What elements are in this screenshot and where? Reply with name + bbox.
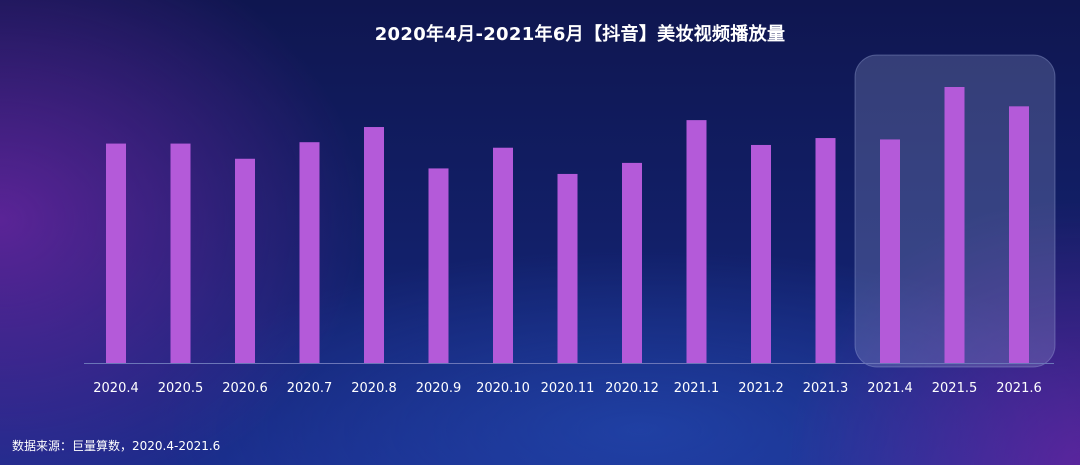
bar-2020.7 [299, 142, 320, 363]
x-tick-label: 2020.6 [222, 381, 268, 396]
x-tick-label: 2021.6 [996, 381, 1042, 396]
bar-2020.11 [557, 173, 578, 363]
bar-2021.5 [944, 87, 965, 363]
x-tick-label: 2021.2 [738, 381, 784, 396]
bar-2020.8 [364, 127, 384, 364]
x-tick-label: 2020.7 [287, 381, 333, 396]
x-tick-label: 2020.12 [605, 381, 659, 396]
x-tick-label: 2020.5 [158, 381, 204, 396]
bar-2020.5 [170, 143, 191, 363]
bar-2020.6 [235, 158, 255, 363]
bar-2020.9 [428, 168, 449, 363]
x-tick-label: 2021.1 [674, 381, 720, 396]
x-tick-label: 2020.8 [351, 381, 397, 396]
x-tick-label: 2020.10 [476, 381, 530, 396]
bar-2021.3 [815, 138, 836, 363]
x-tick-label: 2021.3 [803, 381, 849, 396]
bar-2020.10 [493, 147, 513, 363]
x-tick-label: 2021.4 [867, 381, 913, 396]
bar-2020.12 [622, 162, 642, 363]
chart-title: 2020年4月-2021年6月【抖音】美妆视频播放量 [374, 24, 786, 45]
bar-2021.4 [880, 139, 900, 363]
x-tick-label: 2020.9 [416, 381, 462, 396]
bar-2021.2 [751, 144, 771, 363]
x-tick-label: 2020.11 [541, 381, 595, 396]
bar-2020.4 [106, 143, 126, 363]
bar-2021.1 [686, 120, 707, 364]
bar-2021.6 [1009, 106, 1029, 363]
data-source-note: 数据来源：巨量算数，2020.4-2021.6 [12, 439, 221, 453]
x-tick-label: 2021.5 [932, 381, 978, 396]
x-tick-label: 2020.4 [93, 381, 139, 396]
